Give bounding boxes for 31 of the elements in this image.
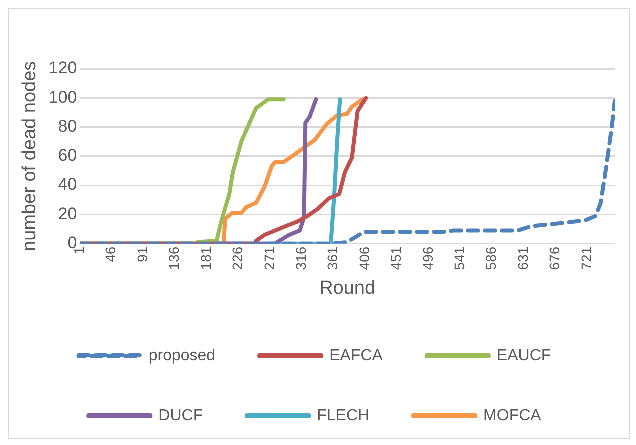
legend-label: proposed (148, 347, 216, 364)
x-tick-label: 676 (546, 246, 563, 270)
x-tick-label: 721 (578, 246, 594, 270)
legend-label: EAUCF (496, 347, 552, 364)
x-tick-label: 46 (102, 246, 119, 262)
y-tick-label: 100 (48, 88, 78, 107)
x-tick-label: 226 (230, 246, 246, 270)
x-tick-label: 91 (134, 246, 150, 262)
x-tick-label: 631 (514, 246, 531, 270)
y-tick-label: 40 (58, 175, 78, 194)
x-tick-label: 181 (198, 246, 214, 270)
x-tick-label: 361 (324, 246, 341, 270)
y-tick-label: 20 (58, 204, 78, 224)
x-tick-label: 586 (483, 246, 500, 270)
x-tick-label: 451 (388, 246, 404, 270)
legend-label: EAFCA (330, 347, 384, 364)
x-axis-title: Round (320, 278, 376, 299)
y-tick-label: 60 (58, 146, 78, 166)
x-tick-label: 541 (452, 246, 468, 270)
y-axis-title: number of dead nodes (20, 61, 41, 252)
x-tick-label: 271 (261, 246, 278, 270)
y-tick-label: 120 (48, 58, 78, 78)
legend-label: DUCF (158, 407, 204, 424)
x-tick-label: 316 (292, 246, 309, 270)
x-tick-label: 136 (166, 246, 182, 270)
legend-label: FLECH (317, 407, 370, 424)
x-tick-label: 406 (356, 246, 372, 270)
line-series (80, 99, 615, 244)
x-tick-label: 496 (420, 246, 436, 270)
legend-label: MOFCA (484, 407, 542, 424)
y-tick-label: 80 (58, 116, 78, 136)
